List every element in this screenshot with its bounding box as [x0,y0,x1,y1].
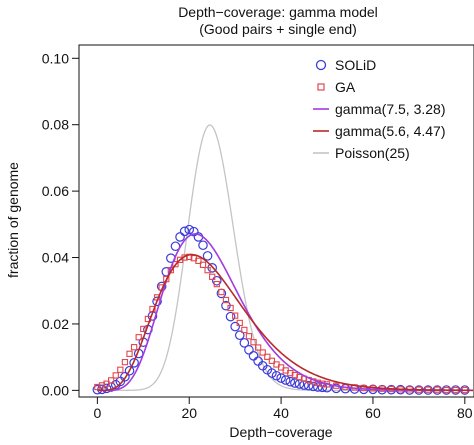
point-solid [303,380,314,391]
point-ga [126,350,133,357]
point-ga [103,380,110,387]
y-tick-label: 0.10 [42,50,69,66]
point-solid [179,226,190,237]
point-ga [236,319,243,327]
legend-item-solid: SOLiD [315,57,376,73]
point-ga [209,273,216,280]
point-ga [204,266,211,274]
point-ga [130,344,138,351]
point-solid [267,368,277,378]
y-tick-label: 0.02 [42,316,69,332]
point-ga [199,261,207,268]
point-ga [232,312,239,319]
legend-marker [317,83,325,91]
legend-label: gamma(7.5, 3.28) [335,101,446,117]
point-solid [290,378,300,388]
point-solid [244,345,254,355]
point-solid [124,365,135,376]
point-ga [245,333,253,340]
point-ga [268,357,276,364]
y-tick-label: 0.00 [42,382,69,398]
x-tick-label: 20 [181,405,197,421]
point-solid [331,383,342,394]
legend-label: GA [335,79,356,95]
x-tick-label: 0 [93,405,101,421]
legend-marker [315,59,327,71]
legend: SOLiD GA gamma(7.5, 3.28) gamma(5.6, 4.47) P… [313,57,446,161]
y-tick-label: 0.04 [42,250,69,266]
point-ga [213,280,220,288]
x-axis-label: Depth−coverage [229,424,332,440]
legend-label: SOLiD [335,57,376,73]
x-axis: 0 20 40 60 80 [93,397,473,421]
point-ga [222,296,230,304]
y-axis-label: fraction of genome [5,162,21,278]
point-solid [202,251,213,261]
x-tick-label: 60 [365,405,381,421]
point-solid [313,382,323,392]
point-ga [195,257,202,264]
point-ga [250,339,257,346]
point-solid [225,311,236,322]
legend-label: gamma(5.6, 4.47) [335,123,446,139]
curve-poisson-25 [97,124,473,392]
y-axis: 0.00 0.02 0.04 0.06 0.08 0.10 [42,50,79,398]
y-tick-label: 0.08 [42,117,69,133]
point-solid [175,232,185,242]
point-solid [280,375,291,385]
point-solid [198,240,208,251]
legend-item-gamma-5-6-4-47: gamma(5.6, 4.47) [313,123,446,139]
curve-gamma-5-6-4-47 [97,253,473,392]
point-solid [308,381,319,392]
point-solid [276,373,286,383]
x-tick-label: 40 [273,405,289,421]
point-solid [211,275,222,286]
x-tick-label: 80 [457,405,473,421]
chart-title: Depth−coverage: gamma model [178,4,378,20]
point-ga [227,304,234,312]
point-solid [152,296,162,307]
point-ga [135,334,142,341]
plot-area [92,124,473,395]
point-ga [117,366,124,373]
point-solid [120,371,130,382]
legend-item-poisson-25: Poisson(25) [313,145,410,161]
point-solid [129,357,139,368]
point-ga [291,371,299,379]
plot-frame [78,44,474,398]
legend-label: Poisson(25) [335,145,410,161]
point-solid [230,321,240,332]
point-solid [285,376,296,387]
point-ga [264,353,271,360]
point-ga [112,372,119,379]
chart-subtitle: (Good pairs + single end) [199,21,357,37]
point-ga [108,377,115,384]
point-ga [98,382,106,389]
point-solid [184,224,195,235]
point-ga [241,326,248,334]
point-solid [248,351,259,361]
point-ga [259,349,266,356]
point-ga [287,369,294,377]
point-solid [234,330,245,341]
point-ga [218,288,225,296]
y-tick-label: 0.06 [42,183,69,199]
point-solid [239,338,250,348]
legend-item-gamma-7-5-3-28: gamma(7.5, 3.28) [313,101,446,117]
series-ga [94,253,468,394]
legend-item-ga: GA [317,79,356,95]
point-ga [254,344,262,351]
point-ga [121,358,129,366]
point-ga [296,373,303,381]
point-solid [271,370,282,381]
